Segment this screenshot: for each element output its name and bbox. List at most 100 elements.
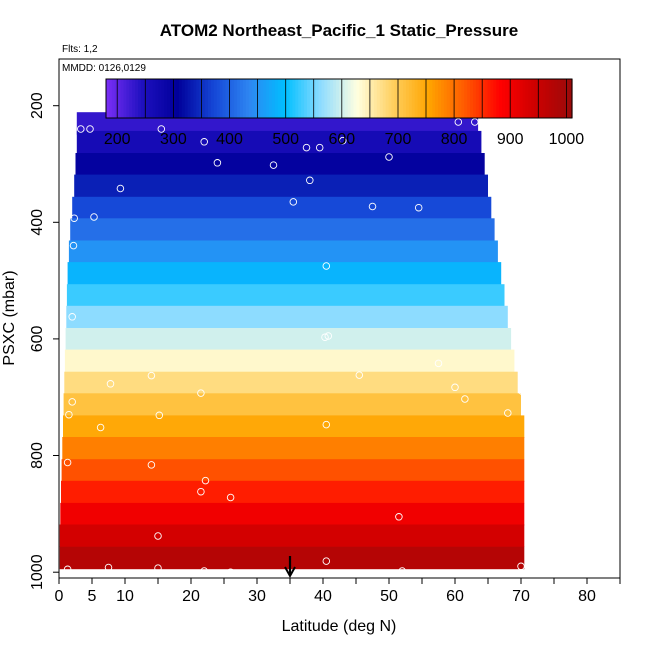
data-point (77, 125, 85, 133)
colorbar-swatch (251, 79, 256, 118)
colorbar-tick-label: 900 (497, 131, 524, 148)
heatmap-band (70, 218, 495, 241)
data-point (197, 389, 205, 397)
colorbar-swatch (510, 79, 515, 118)
colorbar-swatch (417, 79, 422, 118)
colorbar-swatch (339, 79, 343, 118)
colorbar-swatch (306, 79, 311, 118)
data-point (322, 420, 331, 429)
data-point (451, 383, 459, 392)
colorbar-swatch (111, 79, 116, 118)
colorbar-swatch (175, 79, 180, 118)
colorbar-swatch (493, 79, 497, 118)
colorbar-swatch (242, 79, 247, 118)
colorbar-swatch (545, 79, 550, 118)
data-point (226, 568, 235, 576)
x-tick-label: 50 (380, 588, 398, 605)
colorbar-swatch (525, 79, 529, 118)
data-point (324, 332, 333, 340)
data-point (154, 532, 162, 540)
colorbar-swatch (155, 79, 160, 118)
colorbar-tick-label: 500 (272, 131, 299, 148)
colorbar-swatch (309, 79, 314, 118)
colorbar-swatch (117, 79, 122, 118)
data-point (339, 136, 347, 145)
x-tick-label: 40 (314, 588, 332, 605)
colorbar-swatch (257, 79, 261, 118)
data-point (68, 398, 76, 406)
colorbar-swatch (248, 79, 253, 118)
colorbar-swatch (522, 79, 526, 118)
data-point (116, 184, 125, 193)
colorbar-swatch (400, 79, 404, 118)
colorbar-swatch (405, 79, 410, 118)
x-tick-label: 5 (88, 588, 97, 605)
colorbar-swatch (379, 79, 384, 118)
colorbar-swatch (138, 79, 142, 118)
colorbar-swatch (140, 79, 145, 118)
colorbar-swatch (455, 79, 460, 118)
y-tick-label: 800 (29, 442, 46, 469)
colorbar-swatch (132, 79, 136, 118)
data-point (454, 118, 463, 126)
data-point (434, 359, 443, 368)
data-point (428, 571, 436, 579)
colorbar-swatch (408, 79, 413, 118)
colorbar-swatch (234, 79, 238, 118)
data-point (154, 564, 162, 572)
colorbar-swatch (277, 79, 282, 118)
colorbar-swatch (507, 79, 512, 118)
colorbar-swatch (120, 79, 125, 118)
x-tick-label: 80 (578, 588, 596, 605)
colorbar-swatch (216, 79, 221, 118)
colorbar-swatch (266, 79, 270, 118)
colorbar-swatch (353, 79, 358, 118)
colorbar-swatch (563, 79, 567, 118)
colorbar-swatch (403, 79, 407, 118)
colorbar-swatch (539, 79, 544, 118)
colorbar-swatch (301, 79, 305, 118)
colorbar-tick-label: 1000 (549, 131, 585, 148)
flights-label: Flts: 1,2 (62, 44, 98, 55)
colorbar-swatch (239, 79, 244, 118)
colorbar-swatch (470, 79, 474, 118)
data-point (226, 493, 235, 502)
colorbar-swatch (164, 79, 168, 118)
data-point (200, 138, 208, 146)
y-tick-label: 200 (29, 92, 46, 119)
data-point (365, 573, 373, 581)
colorbar-swatch (321, 79, 326, 118)
colorbar-swatch (295, 79, 299, 118)
colorbar-swatch (199, 79, 203, 118)
colorbar-swatch (269, 79, 273, 118)
data-point (70, 214, 78, 222)
colorbar-swatch (149, 79, 154, 118)
data-point (306, 176, 314, 185)
data-point (65, 410, 73, 419)
heatmap-band (74, 174, 488, 198)
y-axis: 200 400 600 800 1000 (29, 92, 59, 590)
heatmap-band (59, 546, 525, 570)
colorbar-swatch (126, 79, 130, 118)
colorbar: 200 300 400 500 600 700 800 900 1000 (104, 78, 585, 148)
colorbar-swatch (193, 79, 197, 118)
y-axis-label: PSXC (mbar) (1, 270, 18, 365)
colorbar-swatch (327, 79, 331, 118)
colorbar-swatch (135, 79, 139, 118)
colorbar-frame (105, 78, 573, 119)
colorbar-swatch (228, 79, 232, 118)
colorbar-swatch (172, 79, 177, 118)
colorbar-swatch (324, 79, 328, 118)
colorbar-swatch (123, 79, 127, 118)
colorbar-swatch (304, 79, 308, 118)
colorbar-swatch (388, 79, 393, 118)
colorbar-swatch (519, 79, 524, 118)
colorbar-swatch (315, 79, 320, 118)
colorbar-swatch (467, 79, 471, 118)
data-point (157, 125, 166, 133)
colorbar-swatch (391, 79, 395, 118)
data-point (289, 198, 298, 206)
x-axis: 0 5 10 20 30 40 50 60 70 80 (55, 577, 621, 605)
colorbar-swatch (146, 79, 151, 118)
colorbar-swatch (231, 79, 235, 118)
